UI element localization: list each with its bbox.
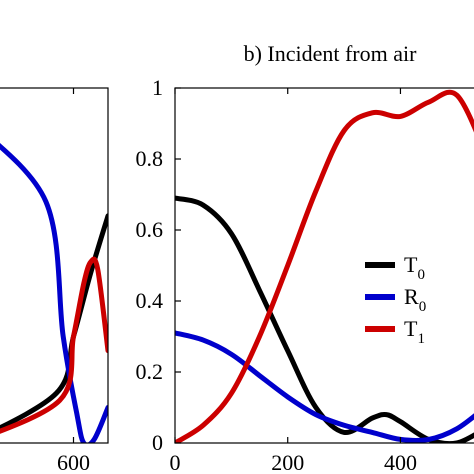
y-tick-label: 0.8 xyxy=(136,146,164,171)
y-tick-label: 0.6 xyxy=(136,217,164,242)
panel-b: b) Incident from air 0 200 400 0 0.2 0.4 0.6 0.8… xyxy=(136,41,474,474)
legend-name: R xyxy=(404,284,419,309)
y-tick-label: 0.2 xyxy=(136,359,164,384)
chart-title: b) Incident from air xyxy=(244,41,418,66)
series-line-t0 xyxy=(0,213,108,431)
legend-subscript: 0 xyxy=(419,299,427,315)
x-tick-label: 600 xyxy=(57,450,90,474)
x-tick-label: 200 xyxy=(271,450,304,474)
series-line-r0 xyxy=(175,330,474,443)
y-tick-label: 1 xyxy=(152,75,163,100)
series-line-t1 xyxy=(0,256,108,434)
series-group xyxy=(0,142,108,443)
y-tick-label: 0.4 xyxy=(136,288,164,313)
legend-subscript: 0 xyxy=(417,267,425,283)
x-tick-label: 400 xyxy=(384,450,417,474)
series-line-r0 xyxy=(0,142,108,443)
legend-subscript: 1 xyxy=(417,331,425,347)
legend-name: T xyxy=(404,316,418,341)
legend-label: R0 xyxy=(404,284,426,315)
plot-frame xyxy=(174,87,474,444)
y-tick-label: 0 xyxy=(152,430,163,455)
legend-name: T xyxy=(404,252,418,277)
legend-label: T0 xyxy=(404,252,425,283)
series-line-t1 xyxy=(175,89,474,443)
plot-frame xyxy=(0,87,109,444)
panel-a: 600 xyxy=(0,87,109,474)
legend-label: T1 xyxy=(404,316,425,347)
series-group xyxy=(175,89,474,443)
x-tick-label: 0 xyxy=(170,450,181,474)
